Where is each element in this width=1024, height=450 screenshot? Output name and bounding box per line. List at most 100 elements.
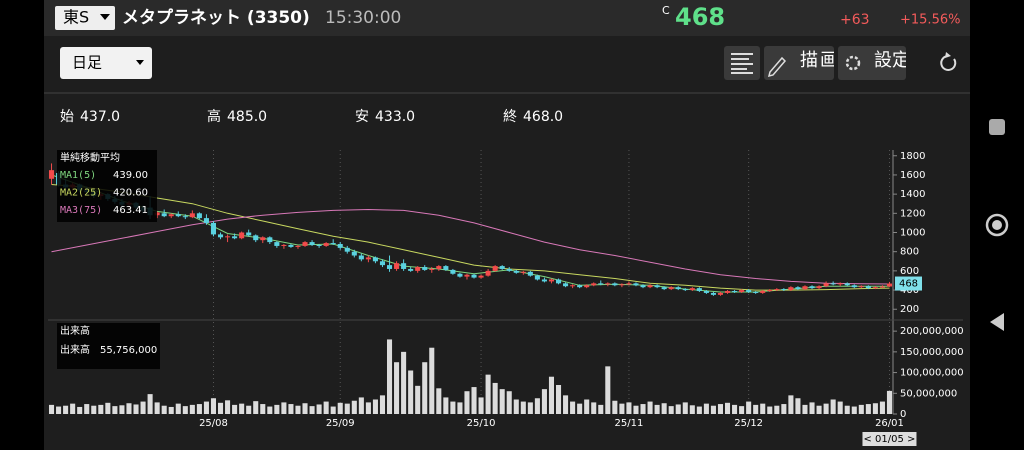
volume-bar [77, 406, 83, 414]
volume-bar [246, 405, 252, 414]
volume-bar [753, 404, 759, 414]
y-tick-label: 600 [900, 266, 919, 277]
volume-bar [675, 404, 681, 414]
y-tick-label: 1600 [900, 170, 925, 181]
candle-body [288, 244, 294, 247]
volume-bar [584, 399, 590, 414]
candle-body [598, 283, 604, 285]
volume-bar [394, 362, 400, 414]
pencil-icon [767, 56, 787, 78]
candle-body [534, 275, 540, 280]
volume-bar [274, 404, 280, 414]
volume-bar [795, 398, 801, 414]
y-tick-label: 0 [900, 409, 906, 420]
volume-bar [351, 400, 357, 414]
candle-body [267, 237, 273, 243]
y-tick-label: 100,000,000 [900, 368, 964, 379]
refresh-icon[interactable] [940, 55, 957, 71]
volume-bar [281, 402, 287, 414]
volume-bar [816, 405, 822, 414]
candle-body [471, 274, 477, 278]
draw-label: 描画 [800, 50, 840, 71]
volume-bar [168, 406, 174, 414]
nav-home[interactable] [985, 213, 1009, 237]
candle-body [724, 291, 731, 293]
volume-legend-value: 55,756,000 [100, 345, 157, 356]
volume-bar [802, 404, 808, 414]
ohlc-label: 終 [503, 109, 517, 125]
volume-bar [323, 401, 329, 414]
volume-bar [886, 390, 893, 414]
volume-bar [217, 402, 224, 414]
candle-body [555, 279, 562, 284]
volume-bar [161, 405, 167, 414]
volume-bar [668, 406, 674, 414]
candle-body [429, 268, 435, 270]
volume-bar [182, 406, 188, 414]
volume-bar [654, 404, 660, 414]
candle-body [175, 214, 181, 217]
candle-body [767, 290, 773, 292]
ma-legend-title: 単純移動平均 [60, 151, 120, 164]
volume-bar [647, 401, 653, 414]
candle-body [520, 271, 526, 273]
candle-body [302, 242, 308, 246]
candle-body [386, 265, 393, 269]
draw-button[interactable] [764, 46, 834, 80]
volume-bar [823, 403, 829, 414]
market-select[interactable] [55, 6, 115, 30]
settings-button[interactable] [838, 46, 906, 80]
volume-bar [788, 395, 794, 414]
x-tick-label: 25/08 [199, 418, 228, 429]
volume-bar [577, 403, 583, 414]
volume-bar [520, 401, 526, 414]
y-tick-label: 1000 [900, 228, 925, 239]
volume-bar [541, 389, 547, 414]
volume-bar [598, 404, 604, 414]
candle-body [457, 273, 463, 277]
ohlc-value: 485.0 [227, 109, 267, 125]
candle-body [781, 289, 787, 291]
period-select[interactable] [60, 47, 152, 79]
candle-body [513, 270, 519, 273]
candle-body [217, 234, 224, 238]
time: 15:30:00 [325, 8, 401, 28]
candle-body [232, 236, 238, 239]
change: +63 [840, 12, 870, 28]
volume-bar [809, 402, 815, 414]
volume-bar [56, 406, 62, 414]
candle-body [337, 244, 343, 248]
legend-value: 420.60 [113, 188, 148, 199]
price-prefix: C [662, 4, 670, 17]
volume-bar [70, 403, 76, 414]
volume-bar [464, 391, 470, 414]
volume-bar [337, 402, 343, 414]
candle-body [830, 283, 836, 285]
candle-body [450, 269, 456, 274]
candle-body [323, 243, 329, 246]
price-tag: 468 [899, 279, 918, 290]
volume-bar [119, 405, 125, 414]
candle-body [225, 236, 231, 238]
y-tick-label: 1400 [900, 189, 925, 200]
refresh-arrow [945, 52, 951, 58]
volume-bar [112, 406, 118, 414]
nav-back[interactable] [990, 313, 1004, 331]
volume-bar [548, 376, 555, 414]
legend-name: MA1(5) [60, 170, 96, 181]
candle-body [872, 287, 878, 289]
volume-bar [358, 397, 364, 414]
ohlc-value: 468.0 [523, 109, 563, 125]
volume-bar [471, 387, 477, 414]
x-tick-label: 25/12 [734, 418, 763, 429]
volume-bar [717, 404, 724, 414]
y-tick-label: 150,000,000 [900, 347, 964, 358]
volume-bar [443, 397, 449, 414]
candle-body [196, 213, 202, 219]
volume-bar [682, 402, 688, 414]
gear-icon [845, 55, 861, 71]
volume-bar [661, 403, 667, 414]
nav-recent[interactable] [989, 119, 1005, 135]
candle-body [408, 268, 414, 271]
volume-bar [372, 399, 378, 414]
